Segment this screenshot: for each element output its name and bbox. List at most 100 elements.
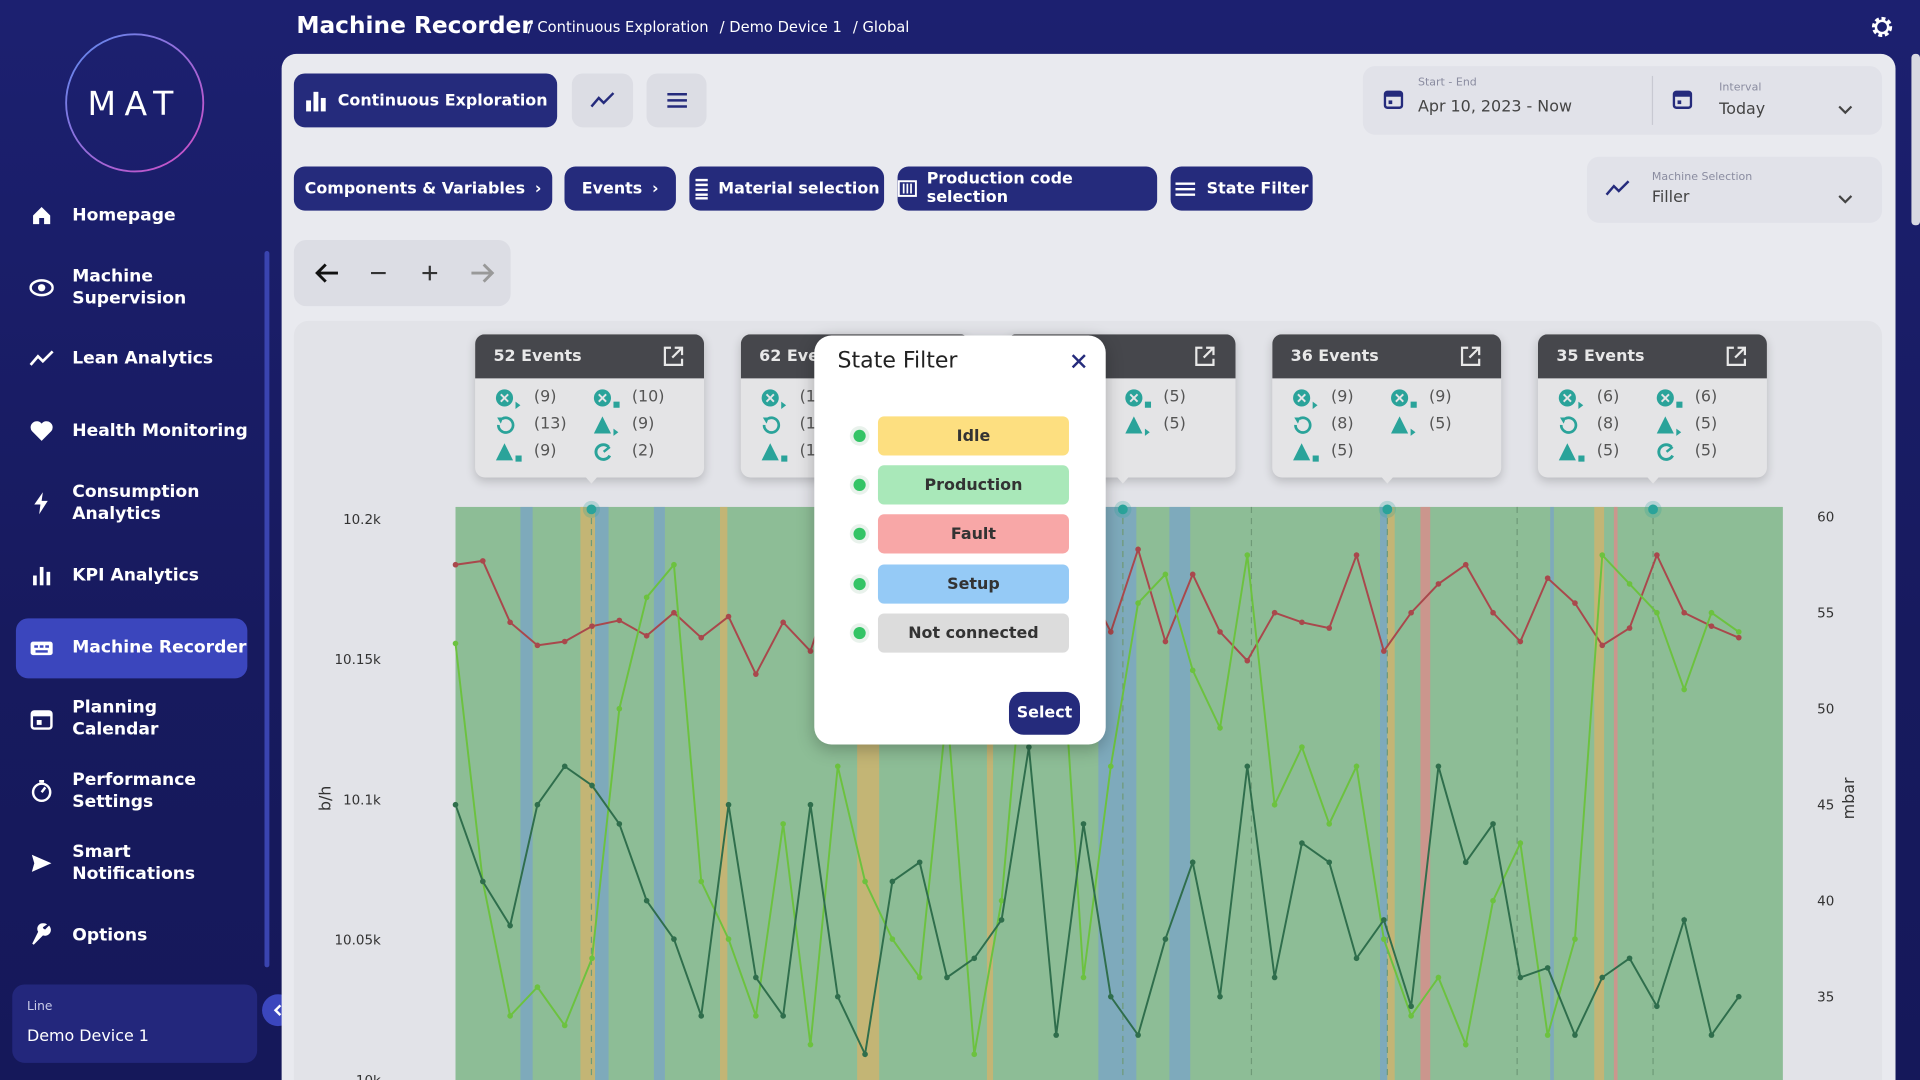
scrollbar[interactable] [264, 251, 270, 968]
filter-label: Events [581, 179, 643, 198]
data-point [725, 801, 732, 808]
event-icon [1294, 416, 1312, 434]
breadcrumb[interactable]: / Continuous Exploration [527, 18, 709, 36]
event-card[interactable]: 35 Events (6) (8) (5) (6) (5) (5) [1537, 334, 1767, 478]
state-option[interactable]: Idle [877, 416, 1069, 456]
machine-selection[interactable]: Machine Selection Filler [1586, 156, 1883, 223]
state-toggle[interactable] [849, 574, 870, 594]
event-count: (5) [1694, 415, 1718, 434]
nav-item[interactable]: Lean Analytics [29, 347, 213, 371]
zoom-in-button[interactable] [420, 261, 440, 285]
state-option[interactable]: Not connected [877, 613, 1069, 653]
data-point [561, 763, 568, 770]
line-view-button[interactable] [571, 73, 634, 128]
breadcrumb[interactable]: / Demo Device 1 [719, 18, 842, 36]
breadcrumbs: / Continuous Exploration / Demo Device 1… [528, 18, 910, 35]
filter-button[interactable]: Components & Variables › [293, 166, 553, 211]
nav-item[interactable]: Performance Settings [29, 769, 243, 813]
data-point [1654, 1003, 1660, 1010]
event-icon [1125, 389, 1152, 408]
select-button[interactable]: Select [1008, 691, 1081, 735]
event-icon [1656, 389, 1683, 408]
card-header: 36 Events [1272, 334, 1502, 379]
open-icon[interactable] [1725, 345, 1747, 367]
data-point [1572, 600, 1578, 606]
nav-icon [34, 492, 48, 515]
event-dot[interactable] [1117, 504, 1128, 515]
y-tick-label: 10k [356, 1074, 381, 1080]
open-icon[interactable] [662, 345, 684, 367]
nav-icon [33, 206, 51, 225]
event-card[interactable]: 36 Events (9) (8) (5) (9) (5) [1272, 334, 1502, 478]
state-toggle[interactable] [849, 475, 870, 495]
nav-item[interactable]: Consumption Analytics [29, 481, 243, 525]
state-toggle[interactable] [849, 524, 870, 544]
data-point [1299, 744, 1305, 750]
settings-icon[interactable] [1870, 15, 1894, 39]
back-button[interactable] [313, 261, 340, 285]
event-icon [1656, 416, 1682, 436]
data-point [616, 705, 623, 712]
data-point [698, 878, 705, 885]
nav-item[interactable]: Machine Supervision [29, 266, 243, 310]
line-box[interactable]: Line Demo Device 1 [12, 984, 258, 1063]
state-option[interactable]: Fault [877, 514, 1069, 554]
y-tick-label: 10.05k [335, 934, 382, 949]
event-dot[interactable] [1648, 504, 1658, 515]
close-button[interactable] [1070, 353, 1087, 370]
data-point [1626, 955, 1633, 962]
nav-label: Machine Recorder [72, 637, 247, 658]
open-icon[interactable] [1194, 345, 1216, 367]
data-point [534, 642, 541, 649]
date-picker[interactable]: Start - End Apr 10, 2023 - Now Interval … [1362, 66, 1883, 135]
forward-button[interactable] [469, 261, 496, 285]
active-nav-bg [15, 618, 248, 679]
filter-button[interactable]: Material selection [689, 166, 885, 211]
data-point [534, 984, 541, 990]
data-point [971, 1051, 978, 1058]
filter-label: State Filter [1206, 179, 1309, 198]
zoom-controls [293, 240, 511, 307]
data-point [616, 821, 623, 827]
state-option[interactable]: Setup [877, 564, 1069, 604]
nav-item[interactable]: Smart Notifications [29, 841, 243, 885]
data-point [1599, 642, 1606, 649]
list-view-button[interactable] [646, 73, 707, 128]
filter-button[interactable]: State Filter [1170, 166, 1313, 211]
data-point [1517, 638, 1524, 645]
view-button[interactable]: Continuous Exploration [293, 73, 558, 128]
event-card[interactable]: 52 Events (9) (13) (9) (10) (9) (2) [475, 334, 705, 478]
state-option[interactable]: Production [877, 465, 1069, 505]
nav-icon [29, 350, 54, 366]
card-pointer [1643, 472, 1663, 484]
data-point [479, 878, 486, 885]
data-point [698, 634, 705, 641]
page-scrollbar[interactable] [1911, 53, 1920, 226]
state-toggle[interactable] [849, 426, 870, 446]
event-dot[interactable] [586, 504, 597, 515]
zoom-out-button[interactable] [369, 261, 389, 285]
open-icon[interactable] [1460, 345, 1482, 367]
event-dot[interactable] [1382, 504, 1393, 515]
data-point [753, 974, 759, 981]
data-point [616, 617, 623, 624]
machine-label: Machine Selection [1651, 171, 1753, 184]
data-point [1162, 936, 1169, 942]
nav-item[interactable]: Planning Calendar [29, 697, 243, 741]
nav-item[interactable]: Options [29, 923, 147, 947]
nav-item[interactable]: KPI Analytics [29, 563, 199, 587]
nav-item[interactable]: Homepage [29, 203, 176, 227]
data-point [1189, 667, 1196, 674]
filter-button[interactable]: Production code selection [897, 166, 1158, 211]
data-point [998, 897, 1005, 904]
data-point [1053, 1032, 1060, 1038]
breadcrumb[interactable]: / Global [852, 18, 910, 36]
state-toggle[interactable] [849, 623, 870, 643]
logo[interactable]: MAT [64, 32, 206, 174]
filter-button[interactable]: Events › [564, 166, 676, 211]
data-point [1626, 581, 1633, 587]
nav-item[interactable]: Machine Recorder [29, 636, 246, 660]
nav-item[interactable]: Health Monitoring [29, 419, 248, 443]
